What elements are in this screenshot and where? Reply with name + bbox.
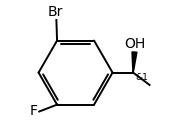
Text: OH: OH: [124, 37, 145, 51]
Text: F: F: [30, 105, 38, 119]
Text: &1: &1: [136, 73, 149, 82]
Polygon shape: [132, 52, 137, 73]
Text: Br: Br: [47, 5, 63, 19]
